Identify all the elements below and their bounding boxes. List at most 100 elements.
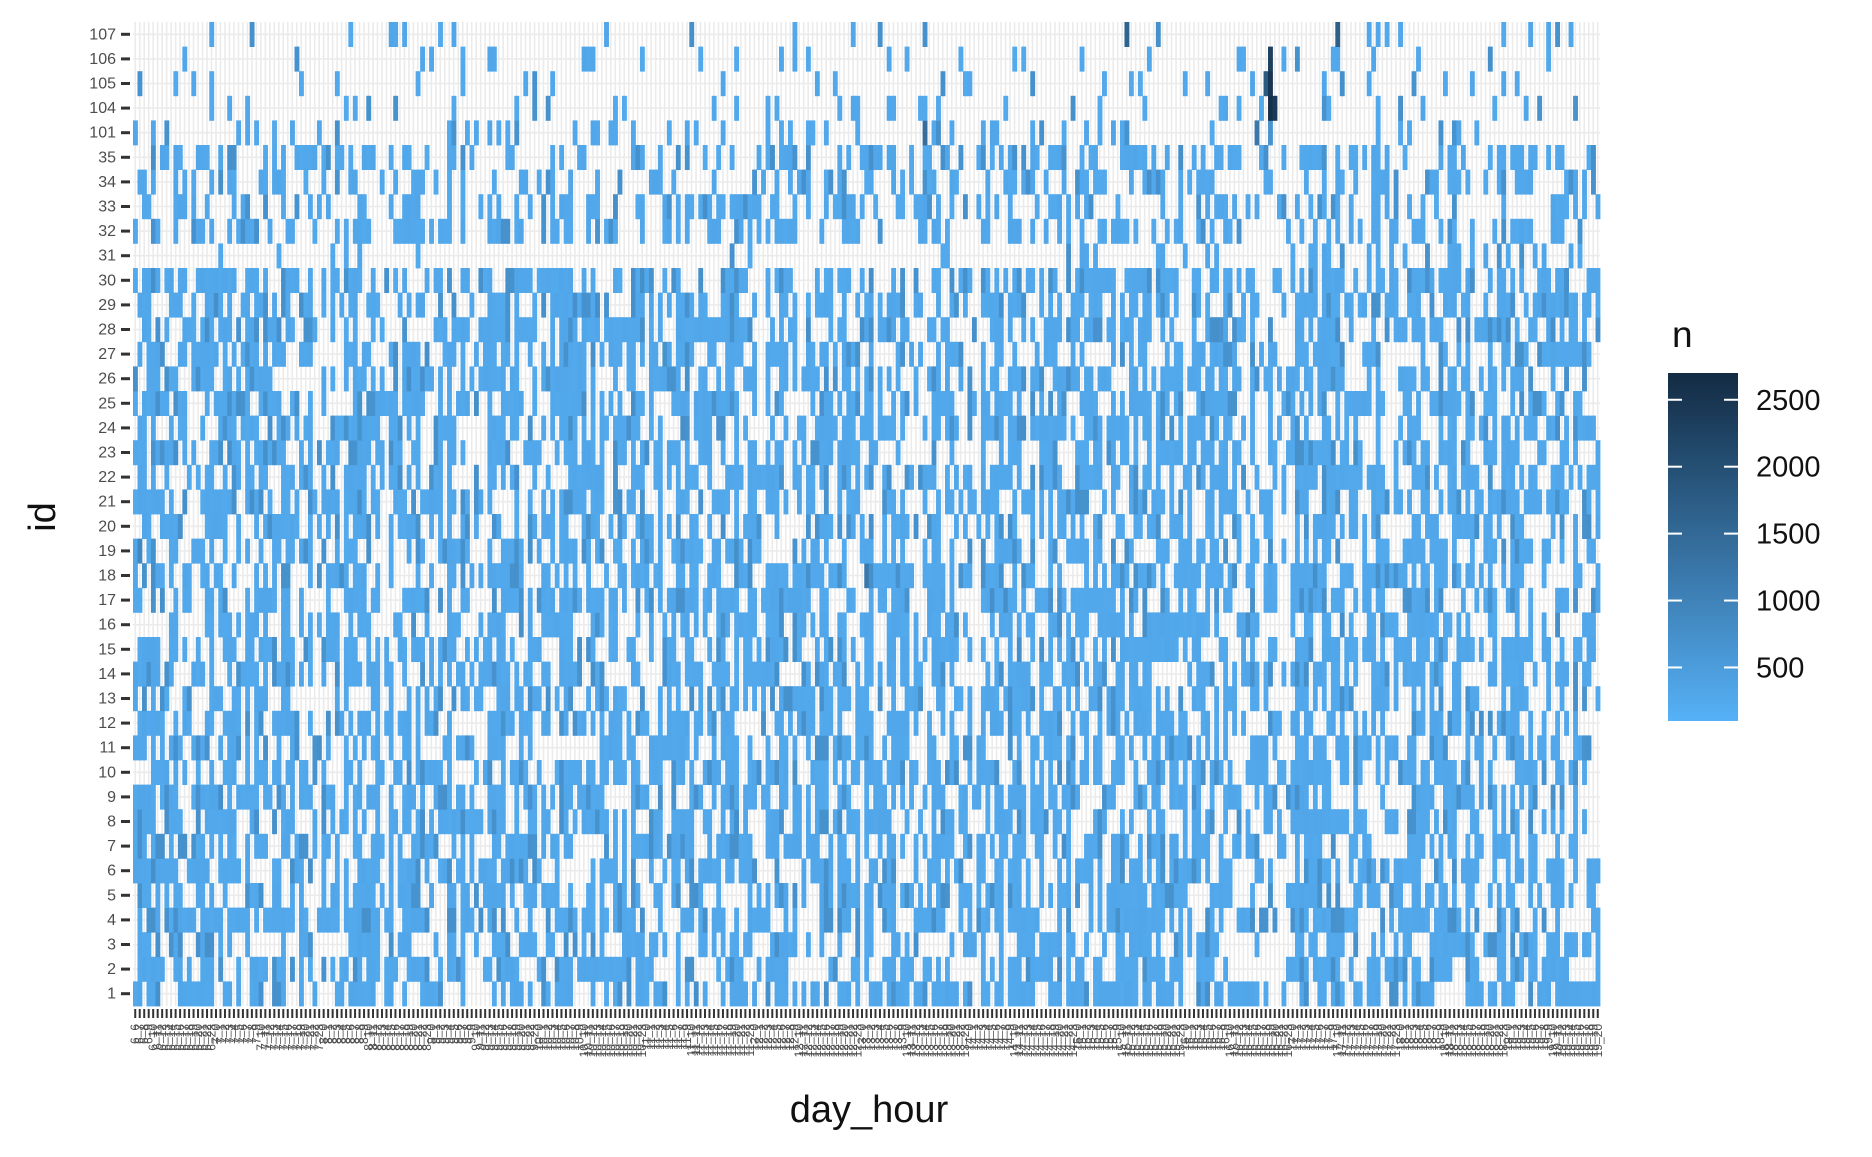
- heatmap-cell: [532, 686, 537, 711]
- heatmap-cell: [510, 465, 515, 490]
- heatmap-cell: [1587, 416, 1592, 441]
- heatmap-cell: [452, 612, 457, 637]
- heatmap-cell: [644, 514, 649, 539]
- heatmap-cell: [371, 858, 376, 883]
- heatmap-cell: [1403, 932, 1408, 957]
- heatmap-cell: [142, 785, 147, 810]
- heatmap-cell: [810, 981, 815, 1006]
- heatmap-cell: [1250, 834, 1255, 859]
- heatmap-cell: [1223, 785, 1228, 810]
- heatmap-cell: [1021, 809, 1026, 834]
- heatmap-cell: [806, 514, 811, 539]
- heatmap-cell: [752, 686, 757, 711]
- heatmap-cell: [371, 735, 376, 760]
- heatmap-cell: [1497, 957, 1502, 982]
- heatmap-cell: [1591, 637, 1596, 662]
- heatmap-cell: [595, 588, 600, 613]
- heatmap-cell: [936, 686, 941, 711]
- heatmap-cell: [434, 785, 439, 810]
- heatmap-cell: [295, 858, 300, 883]
- heatmap-cell: [564, 539, 569, 564]
- heatmap-cell: [1187, 858, 1192, 883]
- heatmap-cell: [164, 440, 169, 465]
- heatmap-cell: [564, 514, 569, 539]
- heatmap-cell: [635, 612, 640, 637]
- heatmap-cell: [1246, 489, 1251, 514]
- heatmap-cell: [326, 489, 331, 514]
- heatmap-cell: [510, 834, 515, 859]
- heatmap-cell: [223, 809, 228, 834]
- heatmap-cell: [1317, 908, 1322, 933]
- heatmap-cell: [1156, 514, 1161, 539]
- heatmap-cell: [1012, 908, 1017, 933]
- heatmap-cell: [981, 489, 986, 514]
- heatmap-cell: [277, 539, 282, 564]
- heatmap-cell: [1439, 489, 1444, 514]
- heatmap-cell: [1142, 489, 1147, 514]
- heatmap-cell: [1510, 883, 1515, 908]
- heatmap-cell: [914, 391, 919, 416]
- heatmap-cell: [1389, 612, 1394, 637]
- heatmap-cell: [618, 563, 623, 588]
- heatmap-cell: [151, 637, 156, 662]
- heatmap-cell: [582, 908, 587, 933]
- heatmap-cell: [869, 858, 874, 883]
- heatmap-cell: [1281, 391, 1286, 416]
- heatmap-cell: [568, 785, 573, 810]
- heatmap-cell: [1165, 391, 1170, 416]
- heatmap-cell: [393, 416, 398, 441]
- heatmap-cell: [1120, 612, 1125, 637]
- heatmap-cell: [1147, 637, 1152, 662]
- heatmap-cell: [510, 391, 515, 416]
- heatmap-cell: [1376, 760, 1381, 785]
- heatmap-cell: [366, 908, 371, 933]
- heatmap-cell: [1569, 834, 1574, 859]
- heatmap-cell: [1255, 834, 1260, 859]
- heatmap-cell: [1313, 760, 1318, 785]
- heatmap-cell: [958, 809, 963, 834]
- heatmap-cell: [698, 932, 703, 957]
- heatmap-cell: [214, 686, 219, 711]
- heatmap-cell: [950, 391, 955, 416]
- heatmap-cell: [1183, 809, 1188, 834]
- heatmap-cell: [967, 563, 972, 588]
- heatmap-cell: [936, 514, 941, 539]
- heatmap-cell: [676, 932, 681, 957]
- heatmap-cell: [1062, 489, 1067, 514]
- heatmap-cell: [438, 588, 443, 613]
- heatmap-cell: [824, 637, 829, 662]
- heatmap-cell: [290, 465, 295, 490]
- heatmap-cell: [407, 883, 412, 908]
- heatmap-cell: [851, 416, 856, 441]
- heatmap-cell: [452, 957, 457, 982]
- heatmap-cell: [1053, 834, 1058, 859]
- heatmap-cell: [1335, 908, 1340, 933]
- heatmap-cell: [501, 785, 506, 810]
- heatmap-cell: [770, 612, 775, 637]
- heatmap-cell: [1264, 809, 1269, 834]
- heatmap-cell: [622, 932, 627, 957]
- heatmap-cell: [1133, 637, 1138, 662]
- heatmap-cell: [1178, 440, 1183, 465]
- heatmap-cell: [1439, 563, 1444, 588]
- heatmap-cell: [864, 563, 869, 588]
- heatmap-cell: [613, 489, 618, 514]
- heatmap-cell: [1030, 686, 1035, 711]
- heatmap-cell: [1250, 440, 1255, 465]
- heatmap-cell: [775, 440, 780, 465]
- heatmap-cell: [1456, 612, 1461, 637]
- heatmap-cell: [209, 957, 214, 982]
- heatmap-cell: [438, 416, 443, 441]
- heatmap-cell: [1075, 858, 1080, 883]
- heatmap-cell: [1299, 760, 1304, 785]
- heatmap-cell: [1089, 416, 1094, 441]
- heatmap-cell: [819, 809, 824, 834]
- heatmap-cell: [1232, 563, 1237, 588]
- heatmap-cell: [420, 809, 425, 834]
- heatmap-cell: [281, 981, 286, 1006]
- heatmap-cell: [501, 760, 506, 785]
- heatmap-cell: [1192, 809, 1197, 834]
- heatmap-cell: [452, 637, 457, 662]
- heatmap-cell: [828, 858, 833, 883]
- heatmap-cell: [586, 440, 591, 465]
